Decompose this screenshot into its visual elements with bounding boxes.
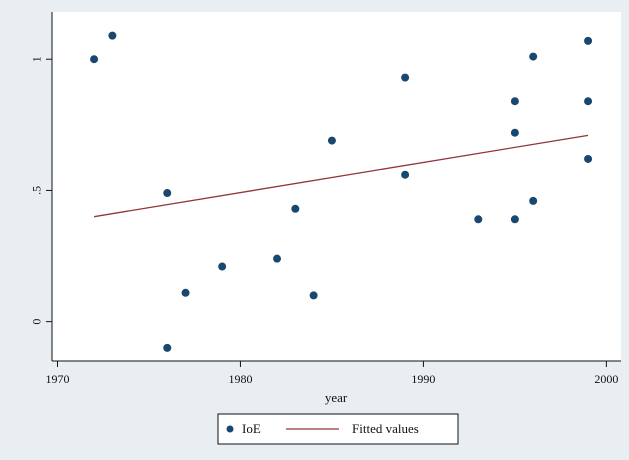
legend: IoE Fitted values — [217, 413, 459, 445]
plot-area — [52, 12, 621, 361]
ioe-point — [401, 170, 410, 179]
fitted-values-line — [93, 134, 589, 218]
ioe-point — [108, 31, 117, 40]
x-tick-label: 1970 — [45, 372, 69, 386]
legend-ioe-label: IoE — [242, 421, 261, 436]
ioe-point — [510, 215, 519, 224]
ioe-point — [510, 128, 519, 137]
legend-fitted-label: Fitted values — [352, 421, 419, 436]
scatter-points-layer — [90, 31, 593, 352]
ioe-point — [90, 55, 99, 64]
ioe-point — [273, 254, 282, 263]
x-axis-title: year — [325, 390, 348, 405]
ioe-point — [584, 36, 593, 45]
x-tick-label: 2000 — [594, 372, 618, 386]
y-axis-ticks: 0.51 — [30, 56, 52, 325]
y-tick-label: .5 — [30, 186, 44, 195]
ioe-point — [218, 262, 227, 271]
ioe-point — [309, 291, 318, 300]
ioe-point — [163, 343, 172, 352]
ioe-point — [529, 52, 538, 61]
ioe-point — [529, 196, 538, 205]
ioe-point — [584, 154, 593, 163]
x-tick-label: 1990 — [411, 372, 435, 386]
y-tick-label: 0 — [30, 319, 44, 325]
ioe-point — [163, 189, 172, 198]
ioe-point — [401, 73, 410, 82]
ioe-point — [510, 97, 519, 106]
y-tick-label: 1 — [30, 56, 44, 62]
x-tick-label: 1980 — [228, 372, 252, 386]
ioe-point — [291, 204, 300, 213]
x-axis-ticks: 1970 1980 1990 2000 — [45, 361, 618, 386]
ioe-point — [474, 215, 483, 224]
ioe-point — [584, 97, 593, 106]
ioe-point — [181, 288, 190, 297]
legend-ioe-marker — [226, 425, 234, 433]
fitted-line-layer — [93, 134, 589, 218]
ioe-point — [327, 136, 336, 145]
